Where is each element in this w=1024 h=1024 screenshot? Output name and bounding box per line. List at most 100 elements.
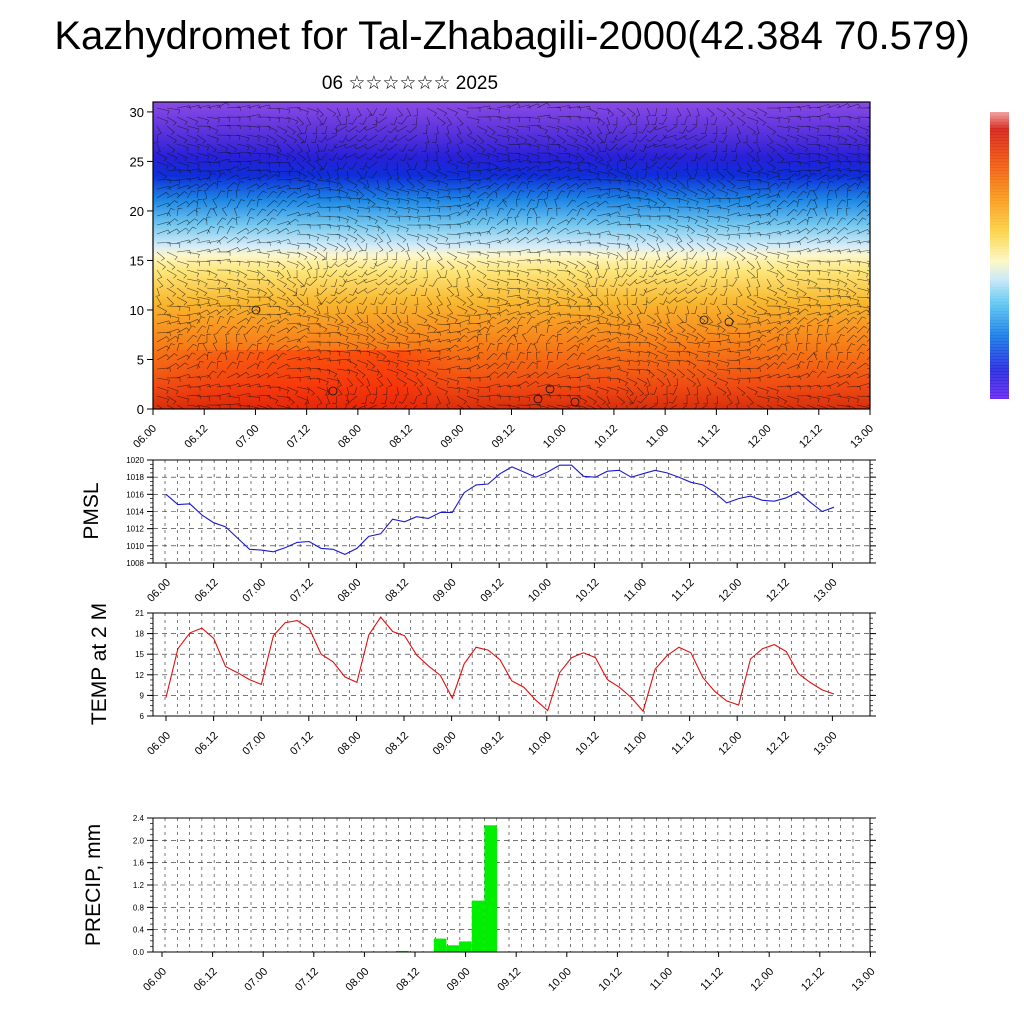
wind-barb bbox=[296, 179, 310, 186]
wind-barb bbox=[206, 395, 221, 400]
wind-barb bbox=[216, 278, 228, 288]
wind-barb bbox=[166, 152, 178, 162]
wind-barb bbox=[846, 310, 861, 316]
wind-barb bbox=[266, 395, 279, 404]
wind-barb bbox=[536, 319, 551, 325]
wind-barb bbox=[266, 161, 281, 167]
wind-barb bbox=[436, 251, 443, 262]
precip-frame bbox=[152, 817, 871, 953]
wind-barb bbox=[334, 170, 340, 180]
wind-barb bbox=[836, 287, 849, 296]
wind-barb bbox=[356, 215, 371, 221]
wind-barb bbox=[276, 296, 289, 305]
x-tick-label: 07.12 bbox=[293, 966, 321, 994]
wind-barb bbox=[695, 404, 708, 409]
wind-barb bbox=[361, 395, 368, 404]
wind-barb bbox=[746, 305, 758, 315]
wind-barb bbox=[630, 251, 638, 261]
wind-barb bbox=[276, 116, 290, 123]
wind-barb bbox=[386, 332, 399, 341]
wind-barb bbox=[666, 224, 678, 234]
wind-barb bbox=[826, 278, 840, 286]
wind-barb bbox=[586, 161, 598, 171]
wind-barb bbox=[466, 355, 481, 361]
wind-barb bbox=[836, 207, 842, 217]
wind-barb bbox=[642, 161, 648, 171]
wind-barb bbox=[846, 240, 861, 245]
wind-barb bbox=[846, 326, 858, 334]
wind-barb bbox=[633, 170, 638, 180]
wind-barb bbox=[615, 404, 618, 409]
wind-barb bbox=[327, 260, 338, 269]
wind-barb bbox=[336, 188, 349, 197]
wind-barb bbox=[266, 305, 281, 311]
wind-barb bbox=[756, 212, 771, 218]
wind-barb bbox=[566, 190, 575, 199]
wind-barb bbox=[446, 330, 461, 336]
wind-barb bbox=[426, 350, 441, 356]
wind-barb bbox=[476, 333, 483, 343]
wind-barb bbox=[576, 208, 585, 217]
wind-barb bbox=[591, 278, 598, 288]
wind-barb bbox=[746, 178, 761, 184]
wind-barb bbox=[586, 364, 601, 370]
wind-barb bbox=[266, 386, 281, 392]
wind-barb bbox=[396, 350, 411, 356]
wind-barb bbox=[356, 233, 366, 243]
x-tick-label: 12.00 bbox=[716, 577, 744, 605]
wind-barb bbox=[655, 251, 661, 261]
wind-barb bbox=[326, 224, 341, 231]
wind-barb bbox=[546, 166, 561, 172]
wind-barb bbox=[736, 287, 743, 297]
wind-barb bbox=[256, 269, 266, 279]
wind-barb bbox=[206, 104, 221, 109]
wind-barb bbox=[756, 116, 767, 126]
y-tick-label: 15 bbox=[130, 253, 144, 268]
wind-barb bbox=[766, 395, 780, 403]
wind-barb bbox=[836, 278, 848, 288]
wind-barb bbox=[506, 167, 521, 172]
wind-barb bbox=[836, 125, 851, 131]
wind-barb bbox=[406, 348, 421, 354]
pmsl-frame bbox=[152, 459, 871, 564]
wind-barbs-layer bbox=[154, 102, 870, 409]
wind-barb bbox=[516, 198, 521, 208]
wind-barb bbox=[156, 192, 170, 199]
wind-barb bbox=[216, 360, 222, 370]
x-tick-label: 07.12 bbox=[285, 423, 313, 451]
wind-barb bbox=[746, 344, 760, 352]
wind-barb bbox=[156, 313, 171, 319]
wind-barb bbox=[786, 170, 801, 176]
precip-bar bbox=[395, 950, 409, 952]
wind-barb bbox=[618, 125, 628, 134]
wind-barb bbox=[166, 116, 177, 126]
wind-barb bbox=[276, 363, 290, 370]
wind-barb bbox=[666, 377, 671, 387]
wind-barb bbox=[396, 377, 407, 387]
wind-barb bbox=[806, 208, 815, 217]
wind-barb bbox=[186, 304, 201, 309]
wind-barb bbox=[388, 269, 398, 278]
wind-barb bbox=[446, 134, 452, 144]
wind-barb bbox=[335, 287, 348, 295]
wind-barb bbox=[656, 233, 664, 244]
wind-barb bbox=[846, 260, 861, 267]
wind-barb bbox=[535, 324, 540, 334]
wind-barb bbox=[826, 198, 832, 208]
wind-barb bbox=[786, 296, 800, 303]
wind-barb bbox=[566, 386, 581, 392]
wind-barb bbox=[466, 152, 473, 163]
wind-barb bbox=[366, 386, 372, 396]
wind-barb bbox=[536, 168, 551, 173]
wind-barb bbox=[486, 352, 498, 361]
y-tick-label: 18 bbox=[135, 630, 144, 639]
wind-barb bbox=[356, 323, 369, 332]
wind-barb bbox=[546, 134, 556, 144]
wind-barb bbox=[616, 233, 631, 240]
wind-barb bbox=[566, 241, 581, 246]
wind-barb bbox=[606, 221, 621, 226]
wind-barb bbox=[866, 347, 870, 352]
wind-barb bbox=[546, 352, 553, 361]
wind-barb bbox=[156, 179, 171, 184]
wind-barb bbox=[516, 181, 527, 190]
